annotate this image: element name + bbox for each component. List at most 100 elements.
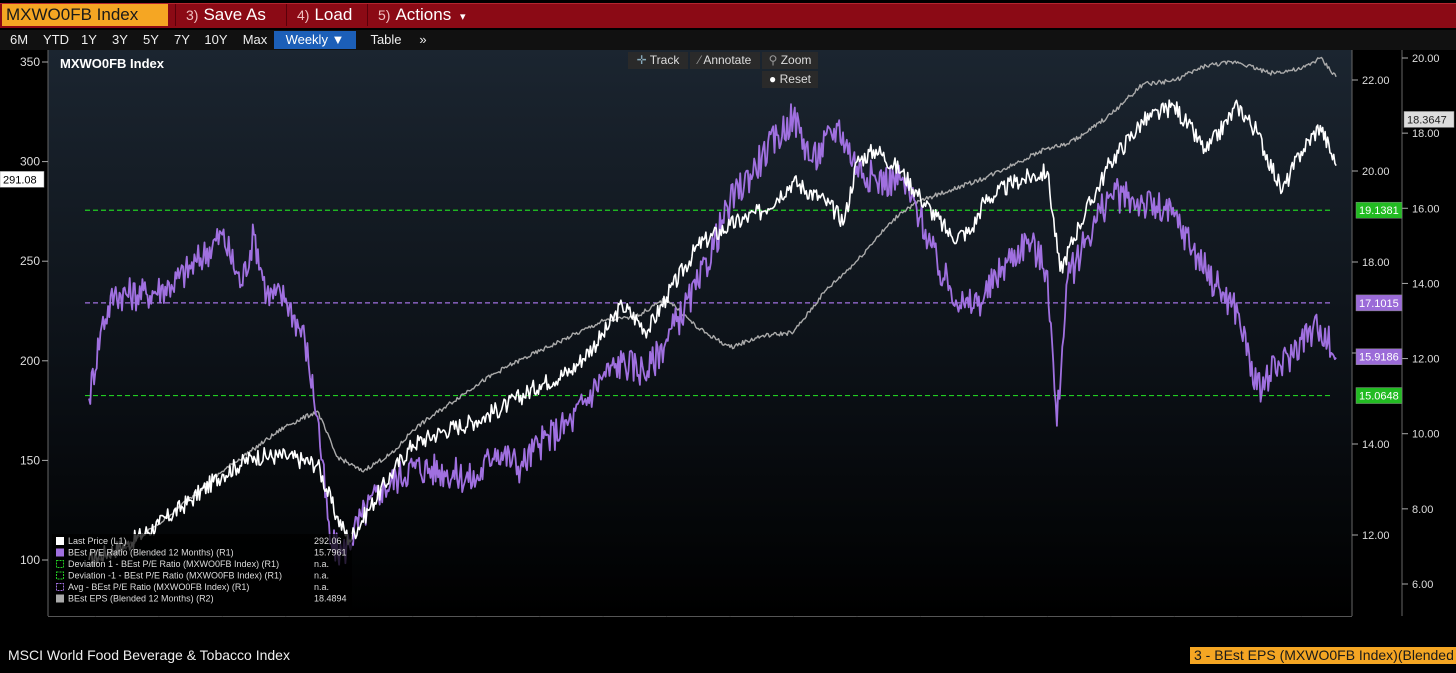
- reset-icon: ●: [769, 72, 780, 86]
- pe-tag-box: [1355, 348, 1403, 365]
- range-7y[interactable]: 7Y: [174, 32, 190, 47]
- range-10y[interactable]: 10Y: [204, 32, 228, 47]
- last-price-line: [88, 99, 1337, 567]
- dev-plus-tag-box: [1355, 201, 1403, 219]
- zoom-button[interactable]: ⚲ Zoom: [762, 52, 818, 69]
- pencil-icon: ⁄: [698, 53, 704, 67]
- legend-swatch: [56, 537, 64, 545]
- crosshair-icon: ✛: [636, 53, 650, 67]
- range-ytd[interactable]: YTD: [43, 32, 69, 47]
- legend-value: n.a.: [314, 571, 329, 581]
- chevron-down-icon: ▾: [459, 11, 466, 23]
- status-bar: [0, 647, 1456, 664]
- pe-ratio-line: [88, 103, 1337, 566]
- actions-button[interactable]: 5) Actions ▾: [367, 4, 477, 26]
- x-axis: 2005200620072008200920102011201220132014…: [48, 616, 1352, 617]
- legend: Last Price (L1) 292.06 BEst P/E Ratio (Ble…: [52, 534, 352, 612]
- legend-label: Deviation 1 - BEst P/E Ratio (MXWO0FB In…: [68, 559, 279, 569]
- track-label: Track: [649, 53, 680, 67]
- annotate-button[interactable]: ⁄ Annotate: [690, 52, 760, 69]
- load-label: Load: [314, 5, 353, 24]
- plot-background: [48, 50, 1352, 616]
- pe-tick-label: 14.00: [1362, 439, 1390, 451]
- left-tick-label: 300: [20, 155, 40, 169]
- right-axis-eps: 20.00 18.00 16.00 14.00 12.00 10.00 8.00 6.00: [1401, 50, 1440, 616]
- save-as-button[interactable]: 3) Save As: [175, 4, 286, 26]
- eps-tick-label: 14.00: [1412, 278, 1440, 290]
- dev-plus-tag: 19.1381: [1359, 205, 1399, 217]
- x-axis-line: [48, 616, 1352, 617]
- legend-label: BEst EPS (Blended 12 Months) (R2): [68, 594, 214, 604]
- legend-value: n.a.: [314, 582, 329, 592]
- last-price-tag-box: [0, 171, 45, 188]
- range-6m[interactable]: 6M: [9, 32, 29, 47]
- left-tick-label: 200: [20, 354, 40, 368]
- last-price-tag: 291.08: [3, 174, 37, 186]
- zoom-label: Zoom: [780, 53, 812, 67]
- table-button[interactable]: Table: [370, 32, 402, 47]
- range-3y[interactable]: 3Y: [112, 32, 128, 47]
- legend-swatch: [56, 583, 64, 591]
- save-as-shortcut: 3): [186, 7, 199, 23]
- track-button[interactable]: ✛ Track: [628, 52, 688, 69]
- left-tick-label: 150: [20, 453, 40, 467]
- annotate-label: Annotate: [703, 53, 752, 67]
- series-selector[interactable]: 3 - BEst EPS (MXWO0FB Index)(Blended: [1190, 647, 1456, 664]
- frequency-dropdown[interactable]: Weekly ▼: [274, 31, 356, 49]
- security-name: MSCI World Food Beverage & Tobacco Index: [8, 647, 290, 663]
- axis-tags: 291.08 18.3647 19.1381 17.1015 15.9186 15.064…: [0, 111, 1455, 404]
- dev-minus-tag: 15.0648: [1359, 391, 1399, 403]
- eps-line: [89, 56, 1337, 566]
- legend-value: 15.7961: [314, 548, 347, 558]
- left-tick-label: 100: [20, 553, 40, 567]
- legend-label: BEst P/E Ratio (Blended 12 Months) (R1): [68, 548, 234, 558]
- eps-tick-label: 10.00: [1412, 429, 1440, 441]
- legend-label: Deviation -1 - BEst P/E Ratio (MXWO0FB I…: [68, 571, 282, 581]
- reset-button[interactable]: ● Reset: [762, 71, 818, 88]
- avg-tag-box: [1355, 294, 1403, 312]
- legend-value: 292.06: [314, 536, 342, 546]
- eps-tick-label: 6.00: [1412, 579, 1433, 591]
- pe-tick-label: 20.00: [1362, 166, 1390, 178]
- legend-swatch: [56, 548, 64, 557]
- eps-tick-label: 8.00: [1412, 504, 1433, 516]
- status-bar-2: [0, 664, 1456, 673]
- range-1y[interactable]: 1Y: [81, 32, 97, 47]
- price-chart[interactable]: 350 300 250 200 150 100 22.00 20.00 18.00 16.00 1…: [0, 50, 1456, 617]
- legend-value: 18.4894: [314, 594, 347, 604]
- left-tick-label: 350: [20, 55, 40, 69]
- eps-tick-label: 12.00: [1412, 354, 1440, 366]
- legend-swatch: [56, 560, 64, 568]
- eps-tag-box: [1403, 111, 1455, 128]
- avg-tag: 17.1015: [1359, 298, 1399, 310]
- pe-tick-label: 18.00: [1362, 257, 1390, 269]
- legend-swatch: [56, 594, 64, 603]
- pe-tick-label: 12.00: [1362, 530, 1390, 542]
- left-tick-label: 250: [20, 254, 40, 268]
- left-axis: 350 300 250 200 150 100: [20, 50, 49, 616]
- chart-title: MXWO0FB Index: [60, 56, 165, 71]
- range-bar: [0, 30, 1456, 50]
- ticker-field[interactable]: MXWO0FB Index: [2, 4, 168, 26]
- pe-tag: 15.9186: [1359, 352, 1399, 364]
- reset-label: Reset: [779, 72, 811, 86]
- eps-tag: 18.3647: [1407, 114, 1447, 126]
- actions-label: Actions: [395, 5, 452, 24]
- eps-tick-label: 16.00: [1412, 203, 1440, 215]
- save-as-label: Save As: [203, 5, 266, 24]
- legend-label: Avg - BEst P/E Ratio (MXWO0FB Index) (R1…: [68, 582, 249, 592]
- load-button[interactable]: 4) Load: [286, 4, 367, 26]
- dev-minus-tag-box: [1355, 387, 1403, 404]
- load-shortcut: 4): [297, 7, 310, 23]
- actions-shortcut: 5): [378, 7, 391, 23]
- range-max[interactable]: Max: [242, 32, 268, 47]
- legend-swatch: [56, 571, 64, 580]
- series-group: [88, 56, 1337, 567]
- eps-tick-label: 18.00: [1412, 128, 1440, 140]
- range-5y[interactable]: 5Y: [143, 32, 159, 47]
- magnifier-icon: ⚲: [768, 53, 781, 67]
- legend-label: Last Price (L1): [68, 536, 127, 546]
- more-button[interactable]: »: [419, 32, 427, 47]
- eps-tick-label: 20.00: [1412, 53, 1440, 65]
